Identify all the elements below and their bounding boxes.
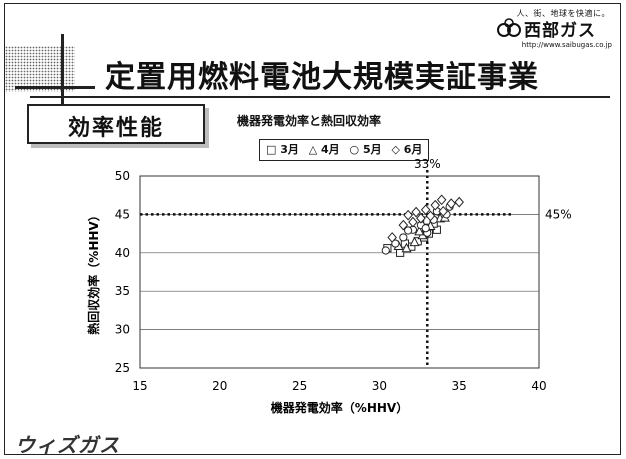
- x-tick-label: 30: [372, 379, 387, 393]
- data-point-june: [387, 232, 397, 243]
- x-tick-label: 15: [132, 379, 147, 393]
- chart-title: 機器発電効率と熱回収効率: [237, 114, 382, 128]
- data-point-june: [416, 212, 426, 224]
- data-point-june: [420, 204, 431, 216]
- logo-tagline: 人、街、地球を快適に。: [516, 9, 610, 18]
- data-point-june: [430, 199, 441, 211]
- data-point-june: [411, 206, 421, 218]
- data-point-june: [436, 194, 447, 206]
- data-point-june: [425, 210, 436, 222]
- y-tick-label: 35: [115, 284, 130, 298]
- logo-url: http://www.saibugas.co.jp: [521, 41, 612, 49]
- data-point-june: [454, 196, 464, 208]
- page-title: 定置用燃料電池大規模実証事業: [105, 60, 539, 95]
- x-axis-label: 機器発電効率（%HHV）: [271, 400, 408, 415]
- legend-entry-june: ◇ 6月: [391, 143, 423, 156]
- x-tick-label: 20: [212, 379, 227, 393]
- section-label: 効率性能: [67, 116, 164, 141]
- reference-label-y: 45%: [545, 207, 572, 221]
- data-point-may: [404, 226, 413, 235]
- logo-company-name: 西部ガス: [524, 21, 596, 41]
- data-point-june: [438, 205, 449, 217]
- plot-area: [139, 175, 540, 369]
- data-point-june: [408, 216, 418, 228]
- title-decoration-icon: [5, 34, 95, 104]
- x-tick-label: 25: [292, 379, 307, 393]
- y-tick-label: 30: [115, 323, 130, 337]
- data-point-may: [391, 239, 400, 248]
- legend-label-april: 4月: [321, 143, 340, 156]
- legend-label-june: 6月: [403, 143, 423, 156]
- data-point-may: [421, 224, 430, 233]
- legend-label-march: 3月: [280, 143, 299, 156]
- data-point-april: [401, 242, 412, 253]
- y-tick-label: 40: [115, 246, 130, 260]
- y-tick-label: 25: [115, 361, 130, 375]
- section-label-box: 効率性能: [27, 104, 205, 144]
- y-tick-label: 45: [115, 207, 130, 221]
- data-point-april: [414, 225, 425, 236]
- title-divider: [30, 96, 610, 98]
- reference-label-x: 33%: [414, 157, 441, 171]
- x-tick-label: 40: [531, 379, 546, 393]
- y-axis-label: 熱回収効率（%HHV）: [86, 209, 101, 334]
- x-tick-label: 35: [452, 379, 467, 393]
- legend-label-may: 5月: [362, 143, 382, 156]
- footer-logo: ウィズガス: [15, 433, 120, 455]
- legend-entry-march: □ 3月: [266, 143, 299, 156]
- data-point-may: [399, 233, 408, 242]
- chart-legend: □ 3月 △ 4月 ○ 5月 ◇ 6月: [259, 139, 430, 161]
- y-tick-label: 50: [115, 169, 130, 183]
- data-point-may: [381, 246, 390, 255]
- data-point-june: [398, 219, 409, 231]
- logo-rings-icon: [497, 18, 521, 37]
- legend-entry-april: △ 4月: [308, 143, 340, 156]
- company-logo: 人、街、地球を快適に。 西部ガス http://www.saibugas.co.…: [496, 8, 614, 52]
- legend-entry-may: ○ 5月: [349, 143, 382, 156]
- data-point-june: [403, 209, 413, 221]
- data-point-june: [446, 198, 456, 209]
- data-point-april: [409, 236, 420, 247]
